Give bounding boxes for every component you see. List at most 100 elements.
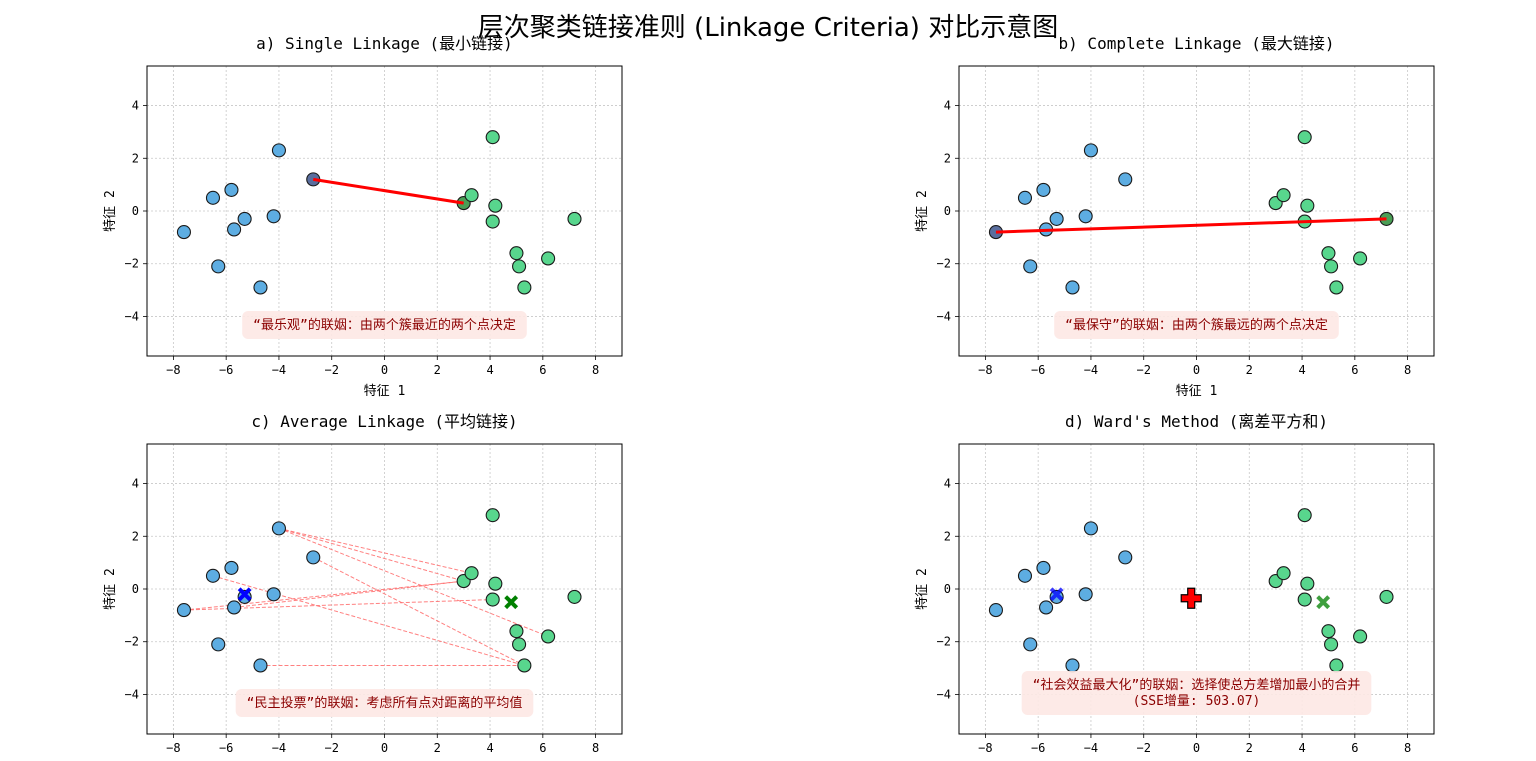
- cluster-a-point: [271, 143, 286, 158]
- x-tick-label: 0: [381, 363, 388, 377]
- y-axis-label: 特征 2: [103, 568, 118, 610]
- cluster-a-point: [988, 603, 1003, 618]
- x-axis-label: 特征 1: [1176, 384, 1218, 399]
- x-tick-label: −6: [219, 741, 233, 755]
- cluster-a-point: [266, 209, 281, 224]
- cluster-a-point: [211, 637, 226, 652]
- y-tick-label: −2: [937, 257, 951, 271]
- linkage-line: [313, 177, 464, 205]
- centroid-b-marker-stroke: [504, 595, 519, 610]
- centroid-b-marker-stroke: [1316, 595, 1331, 610]
- cluster-a-point: [1023, 259, 1038, 274]
- x-tick-label: 4: [486, 363, 493, 377]
- annotation-text: “最保守”的联姻：由两个簇最远的两个点决定: [1065, 317, 1328, 333]
- cluster-a-point: [176, 225, 191, 240]
- cluster-b-point: [1297, 130, 1312, 145]
- annotation-text: “社会效益最大化”的联姻：选择使总方差增加最小的合并: [1033, 677, 1361, 693]
- cluster-b-point: [509, 246, 524, 261]
- y-tick-label: 0: [944, 204, 951, 218]
- cluster-b-point: [509, 624, 524, 639]
- cluster-b-point: [1297, 592, 1312, 607]
- y-tick-label: 2: [132, 151, 139, 165]
- cluster-b-point: [517, 280, 532, 295]
- x-tick-label: 4: [1298, 741, 1305, 755]
- y-tick-label: 2: [132, 529, 139, 543]
- cluster-b-point: [1324, 259, 1339, 274]
- cluster-b-point: [1297, 508, 1312, 523]
- cluster-b-point: [1276, 188, 1291, 203]
- y-tick-label: −2: [125, 257, 139, 271]
- cluster-a-point: [1017, 568, 1033, 583]
- centroid-a-marker-stroke: [237, 587, 252, 602]
- plot-frame: [958, 443, 1435, 735]
- pair-distance-line: [278, 527, 472, 574]
- cluster-b-point: [485, 592, 500, 607]
- x-tick-label: −6: [1031, 363, 1045, 377]
- x-tick-label: −4: [1084, 363, 1098, 377]
- cluster-b-point: [512, 259, 527, 274]
- x-tick-label: −4: [272, 741, 286, 755]
- y-tick-label: 0: [132, 582, 139, 596]
- x-tick-label: −8: [978, 741, 992, 755]
- y-axis-label: 特征 2: [915, 190, 930, 232]
- x-tick-label: −8: [166, 741, 180, 755]
- plot-frame: [146, 443, 623, 735]
- annotation-box: [1054, 311, 1339, 339]
- x-tick-label: 8: [592, 363, 599, 377]
- x-tick-label: 6: [1351, 741, 1358, 755]
- cluster-b-point: [485, 508, 500, 523]
- centroid-a-marker-stroke: [1049, 587, 1064, 602]
- cluster-b-point: [541, 629, 556, 644]
- panel-title: b) Complete Linkage (最大链接): [1059, 34, 1335, 53]
- cluster-a-point: [211, 259, 226, 274]
- cluster-b-point: [1276, 566, 1291, 581]
- cluster-a-point: [205, 568, 221, 583]
- cluster-b-point: [1321, 246, 1336, 261]
- x-tick-label: −6: [1031, 741, 1045, 755]
- y-tick-label: −4: [937, 687, 951, 701]
- x-tick-label: −4: [1084, 741, 1098, 755]
- x-tick-label: 2: [434, 363, 441, 377]
- plot-frame: [146, 65, 623, 357]
- cluster-b-point: [464, 188, 479, 203]
- cluster-b-point: [1324, 637, 1339, 652]
- x-tick-label: 2: [1246, 363, 1253, 377]
- centroid-a-marker: [1049, 587, 1064, 602]
- x-tick-label: −4: [272, 363, 286, 377]
- x-tick-label: 8: [1404, 741, 1411, 755]
- cluster-b-point: [567, 211, 582, 226]
- pair-distance-line: [278, 527, 549, 637]
- cluster-a-point: [253, 280, 268, 295]
- x-tick-label: −2: [1136, 741, 1150, 755]
- y-tick-label: 4: [944, 477, 951, 491]
- y-tick-label: 4: [132, 477, 139, 491]
- cluster-b-point: [1329, 280, 1344, 295]
- cluster-a-point: [1078, 209, 1093, 224]
- plot-frame: [958, 65, 1435, 357]
- x-tick-label: 0: [381, 741, 388, 755]
- cluster-b-point: [517, 658, 532, 673]
- x-tick-label: −6: [219, 363, 233, 377]
- cluster-b-point: [485, 214, 500, 229]
- cluster-a-point: [224, 560, 239, 575]
- cluster-a-point: [306, 550, 321, 565]
- x-tick-label: 6: [1351, 363, 1358, 377]
- annotation-box: [242, 311, 527, 339]
- y-tick-label: 4: [132, 99, 139, 113]
- y-tick-label: −4: [125, 309, 139, 323]
- pair-distance-line: [183, 580, 464, 611]
- cluster-a-point: [237, 211, 252, 226]
- x-tick-label: 6: [539, 741, 546, 755]
- cluster-a-point: [1083, 521, 1098, 536]
- pair-distance-line: [278, 527, 464, 582]
- y-tick-label: 2: [944, 151, 951, 165]
- cluster-a-point: [176, 603, 191, 618]
- x-tick-label: 8: [1404, 363, 1411, 377]
- x-tick-label: −2: [324, 363, 338, 377]
- cluster-b-point: [464, 566, 479, 581]
- y-axis-label: 特征 2: [915, 568, 930, 610]
- pair-distance-line: [212, 575, 525, 666]
- cluster-a-point: [224, 182, 239, 197]
- cluster-a-point: [253, 658, 268, 673]
